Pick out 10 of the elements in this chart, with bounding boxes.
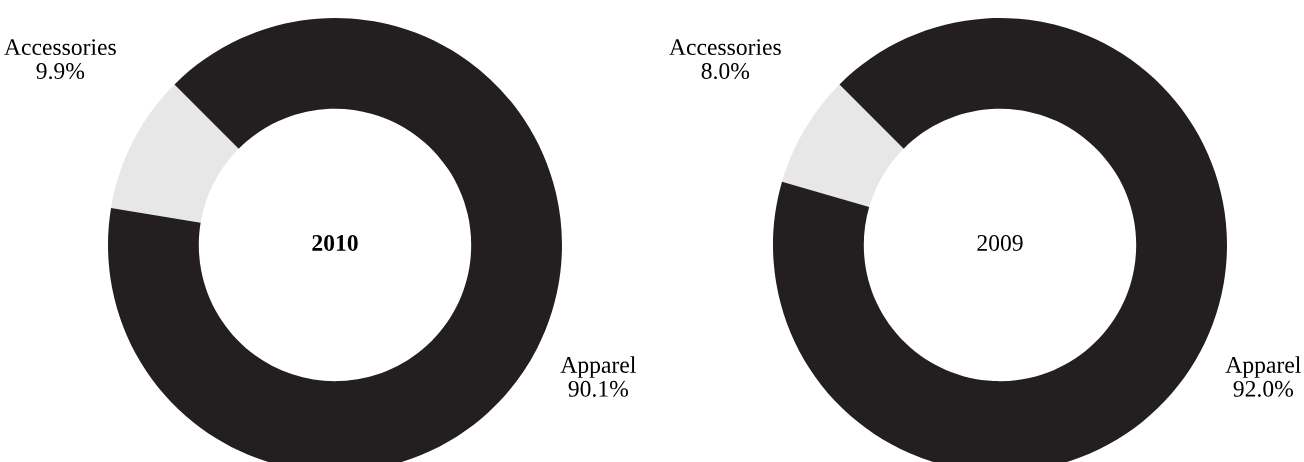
slice-label: Apparel	[560, 356, 636, 378]
data-label: 90.1%	[568, 380, 629, 397]
data-label: 92.0%	[1233, 380, 1294, 397]
text: 2010	[312, 234, 358, 251]
slice-label: Accessories	[4, 39, 116, 56]
slice-label: Apparel	[1225, 356, 1301, 378]
data-label: 9.9%	[36, 63, 85, 80]
slice-label: Accessories	[669, 39, 781, 56]
text: 2009	[977, 234, 1023, 251]
data-label: 8.0%	[701, 63, 750, 80]
